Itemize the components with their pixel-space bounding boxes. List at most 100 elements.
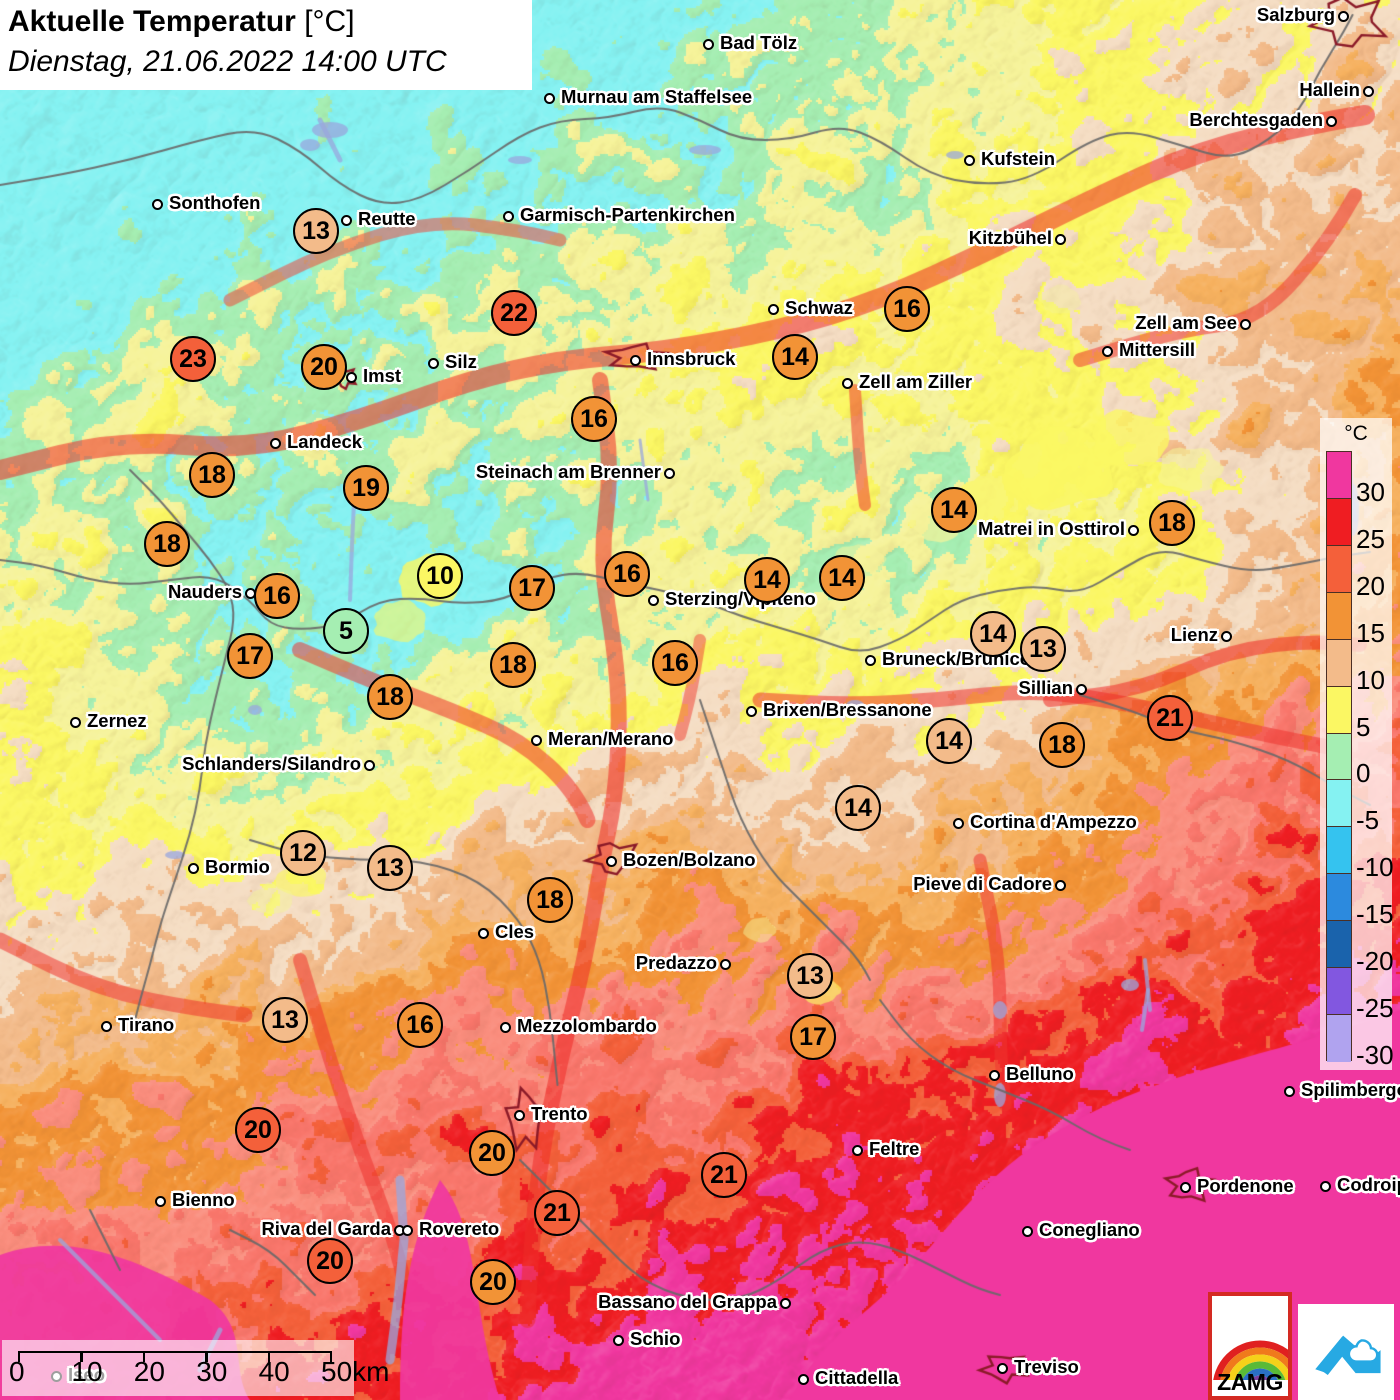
city-dot-icon (865, 655, 876, 666)
city-dot-icon (989, 1070, 1000, 1081)
zamg-logo-label: ZAMG (1217, 1369, 1283, 1395)
legend-band-10 (1327, 639, 1351, 687)
station-temperature-bubble[interactable]: 19 (343, 465, 389, 511)
city-dot-icon (964, 155, 975, 166)
station-temperature-bubble[interactable]: 18 (1149, 500, 1195, 546)
station-temperature-bubble[interactable]: 14 (772, 334, 818, 380)
station-temperature-bubble[interactable]: 21 (701, 1152, 747, 1198)
city-dot-icon (70, 717, 81, 728)
city-dot-icon (1022, 1226, 1033, 1237)
station-temperature-bubble[interactable]: 17 (509, 565, 555, 611)
scale-label-0: 0 (9, 1356, 25, 1387)
legend-band-15 (1327, 592, 1351, 640)
station-temperature-bubble[interactable]: 13 (262, 997, 308, 1043)
station-temperature-bubble[interactable]: 13 (1020, 626, 1066, 672)
station-temperature-bubble[interactable]: 18 (144, 521, 190, 567)
city-dot-icon (630, 355, 641, 366)
scale-tick-3 (205, 1351, 208, 1362)
station-temperature-bubble[interactable]: 13 (293, 208, 339, 254)
station-temperature-bubble[interactable]: 20 (307, 1238, 353, 1284)
legend-tick-10: 10 (1356, 664, 1385, 695)
city-label: Innsbruck (647, 348, 736, 369)
station-temperature-bubble[interactable]: 14 (926, 718, 972, 764)
station-temperature-bubble[interactable]: 16 (254, 573, 300, 619)
legend-color-bar (1326, 451, 1352, 1062)
station-temperature-bubble[interactable]: 20 (470, 1259, 516, 1305)
station-temperature-bubble[interactable]: 16 (884, 286, 930, 332)
station-temperature-bubble[interactable]: 20 (469, 1130, 515, 1176)
scale-tick-4 (267, 1351, 270, 1362)
scale-tick-5 (330, 1351, 333, 1362)
city-label: Cles (495, 921, 535, 942)
city-dot-icon (1338, 11, 1349, 22)
city-dot-icon (1320, 1181, 1331, 1192)
city-label: Bienno (172, 1189, 235, 1210)
legend-tick-20: 20 (1356, 570, 1385, 601)
station-temperature-bubble[interactable]: 21 (1147, 695, 1193, 741)
station-temperature-bubble[interactable]: 14 (931, 487, 977, 533)
title-main-text: Aktuelle Temperatur (8, 5, 296, 38)
city-label: Meran/Merano (548, 728, 674, 749)
station-temperature-bubble[interactable]: 14 (970, 611, 1016, 657)
city-label: Treviso (1014, 1356, 1079, 1377)
city-label: Belluno (1006, 1063, 1074, 1084)
station-temperature-bubble[interactable]: 10 (417, 553, 463, 599)
station-temperature-bubble[interactable]: 13 (787, 953, 833, 999)
city-label: Salzburg (1256, 4, 1335, 25)
station-temperature-bubble[interactable]: 16 (652, 640, 698, 686)
station-temperature-bubble[interactable]: 18 (527, 877, 573, 923)
legend-unit-label: °C (1344, 422, 1368, 445)
station-temperature-bubble[interactable]: 16 (397, 1002, 443, 1048)
geosphere-logo[interactable] (1298, 1304, 1394, 1400)
legend-tick--25: -25 (1356, 993, 1394, 1024)
city-label: Bruneck/Brunico (882, 648, 1032, 669)
station-temperature-bubble[interactable]: 18 (189, 452, 235, 498)
logo-group: ZAMG (1208, 1290, 1394, 1400)
station-temperature-bubble[interactable]: 12 (280, 830, 326, 876)
station-temperature-bubble[interactable]: 18 (490, 642, 536, 688)
city-label: Conegliano (1039, 1219, 1140, 1240)
legend-tick--15: -15 (1356, 899, 1394, 930)
station-temperature-bubble[interactable]: 14 (835, 785, 881, 831)
station-temperature-bubble[interactable]: 14 (744, 557, 790, 603)
rainbow-icon (1213, 1340, 1288, 1380)
station-temperature-bubble[interactable]: 21 (534, 1190, 580, 1236)
city-label: Pieve di Cadore (913, 873, 1052, 894)
city-dot-icon (1076, 684, 1087, 695)
station-temperature-bubble[interactable]: 20 (301, 344, 347, 390)
city-dot-icon (531, 735, 542, 746)
city-dot-icon (341, 215, 352, 226)
title-unit-text: [°C] (304, 5, 355, 38)
city-label: Kitzbühel (968, 227, 1052, 248)
station-temperature-bubble[interactable]: 20 (235, 1107, 281, 1153)
city-dot-icon (188, 863, 199, 874)
city-dot-icon (514, 1110, 525, 1121)
station-temperature-bubble[interactable]: 16 (571, 396, 617, 442)
city-dot-icon (997, 1363, 1008, 1374)
city-dot-icon (1128, 525, 1139, 536)
legend-band--25 (1327, 968, 1351, 1016)
scale-tick-0 (18, 1351, 21, 1362)
station-temperature-bubble[interactable]: 14 (819, 555, 865, 601)
station-temperature-bubble[interactable]: 17 (790, 1014, 836, 1060)
temperature-colorbar-legend[interactable]: °C 30 25 20 15 10 5 0 -5 -10 -15 -20 -25 -30 (1320, 418, 1394, 1070)
city-dot-icon (613, 1335, 624, 1346)
city-dot-icon (953, 818, 964, 829)
map-title-box: Aktuelle Temperatur [°C] Dienstag, 21.06… (0, 0, 532, 90)
zamg-logo[interactable]: ZAMG (1208, 1292, 1292, 1400)
page-title: Aktuelle Temperatur [°C] (8, 2, 532, 42)
legend-band-0 (1327, 733, 1351, 781)
station-temperature-bubble[interactable]: 18 (367, 674, 413, 720)
station-temperature-bubble[interactable]: 5 (323, 608, 369, 654)
city-dot-icon (544, 93, 555, 104)
station-temperature-bubble[interactable]: 22 (491, 290, 537, 336)
station-temperature-bubble[interactable]: 18 (1039, 722, 1085, 768)
city-label: Mezzolombardo (517, 1015, 657, 1036)
station-temperature-bubble[interactable]: 17 (227, 633, 273, 679)
station-temperature-bubble[interactable]: 16 (604, 551, 650, 597)
city-dot-icon (648, 595, 659, 606)
station-temperature-bubble[interactable]: 13 (367, 845, 413, 891)
station-temperature-bubble[interactable]: 23 (170, 336, 216, 382)
legend-tick--30: -30 (1356, 1040, 1394, 1070)
